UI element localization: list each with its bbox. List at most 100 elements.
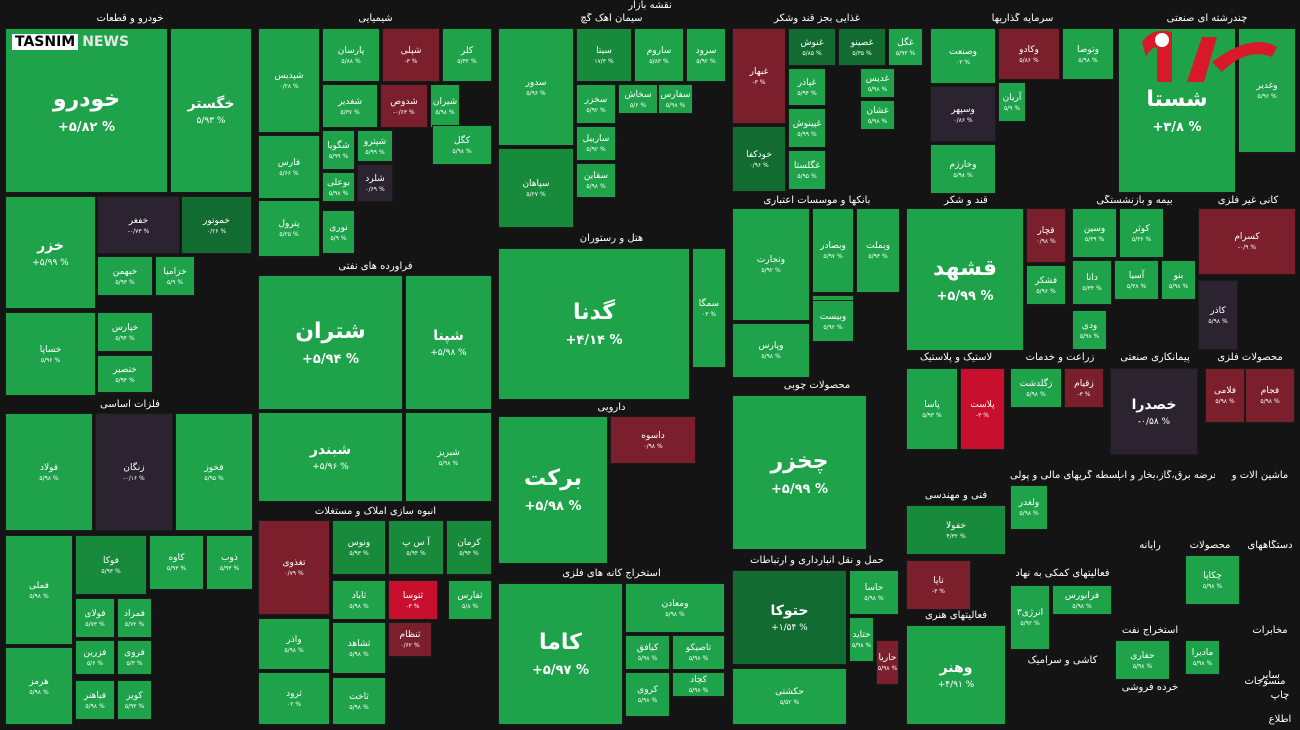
stock-tile[interactable]: بنو ۵/۹۸ % xyxy=(1161,260,1196,300)
stock-tile[interactable]: آریان ۵/۹ % xyxy=(998,82,1026,122)
stock-tile[interactable]: فرابورس ۵/۹۸ % xyxy=(1052,585,1112,615)
stock-tile[interactable]: شتران +۵/۹۴ % xyxy=(258,275,403,410)
stock-tile[interactable]: وتوصا ۵/۹۸ % xyxy=(1062,28,1114,80)
stock-tile[interactable]: ذوب ۵/۹۳ % xyxy=(206,535,253,590)
stock-tile[interactable]: خفولا ۴/۳۲ % xyxy=(906,505,1006,555)
stock-tile[interactable]: غپاذر ۵/۹۴ % xyxy=(788,68,826,106)
stock-tile[interactable]: فخوز ۵/۹۵ % xyxy=(175,413,253,531)
stock-tile[interactable]: کلر ۵/۳۲ % xyxy=(442,28,492,82)
stock-tile[interactable]: خگستر ۵/۹۳ % xyxy=(170,28,252,193)
stock-tile[interactable]: فوکا ۵/۹۳ % xyxy=(75,535,147,595)
stock-tile[interactable]: چخزر +۵/۹۹ % xyxy=(732,395,867,550)
stock-tile[interactable]: غدیس ۵/۹۸ % xyxy=(860,68,895,98)
stock-tile[interactable]: دانا ۵/۳۴ % xyxy=(1072,260,1112,305)
stock-tile[interactable]: فولاد ۵/۹۸ % xyxy=(5,413,93,531)
stock-tile[interactable]: غنوش ۵/۸۵ % xyxy=(788,28,836,66)
stock-tile[interactable]: حکشتی ۵/۵۲ % xyxy=(732,668,847,725)
stock-tile[interactable]: شپدیس ۰/۲۸ % xyxy=(258,28,320,133)
stock-tile[interactable]: شیران ۵/۹۸ % xyxy=(430,84,460,128)
stock-tile[interactable]: کچاد ۵/۹۸ % xyxy=(672,672,725,697)
stock-tile[interactable]: وبیست ۵/۹۲ % xyxy=(812,300,854,342)
stock-tile[interactable]: غبهار -۳ % xyxy=(732,28,786,124)
stock-tile[interactable]: خساپا ۵/۹۶ % xyxy=(5,312,96,396)
stock-tile[interactable]: غگل ۵/۹۳ % xyxy=(888,28,923,66)
stock-tile[interactable]: فروی ۵/۳ % xyxy=(117,640,152,675)
stock-tile[interactable]: شدوص -۰/۶۳ % xyxy=(380,84,428,128)
stock-tile[interactable]: خموتور ۰/۲۶ % xyxy=(181,196,252,254)
stock-tile[interactable]: شبندر +۵/۹۶ % xyxy=(258,412,403,502)
stock-tile[interactable]: داسوه ۰/۹۸ % xyxy=(610,416,696,464)
stock-tile[interactable]: کاذر ۵/۹۸ % xyxy=(1198,280,1238,350)
stock-tile[interactable]: حتاید ۵/۹۸ % xyxy=(849,617,874,662)
stock-tile[interactable]: هرمز ۵/۹۸ % xyxy=(5,647,73,725)
stock-tile[interactable]: قچار ۰/۹۸ % xyxy=(1026,208,1066,263)
stock-tile[interactable]: فزرین ۵/۶ % xyxy=(75,640,115,675)
stock-tile[interactable]: پارسان ۵/۸۸ % xyxy=(322,28,380,82)
stock-tile[interactable]: خودرو +۵/۸۲ % xyxy=(5,28,168,193)
stock-tile[interactable]: سرود ۵/۹۲ % xyxy=(686,28,726,82)
stock-tile[interactable]: ساربیل ۵/۹۲ % xyxy=(576,126,616,161)
stock-tile[interactable]: ثرود ۰۲ % xyxy=(258,672,330,725)
stock-tile[interactable]: تغذوی ۰/۷۹ % xyxy=(258,520,330,615)
stock-tile[interactable]: خزر +۵/۹۹ % xyxy=(5,196,96,309)
stock-tile[interactable]: وهنر +۴/۹۱ % xyxy=(906,625,1006,725)
stock-tile[interactable]: سمگا ۰۳ % xyxy=(692,248,726,368)
stock-tile[interactable]: وخارزم ۵/۹۸ % xyxy=(930,144,996,194)
stock-tile[interactable]: شغدیر ۵/۳۷ % xyxy=(322,84,378,128)
stock-tile[interactable]: کروی ۵/۹۸ % xyxy=(625,672,670,717)
stock-tile[interactable]: سخاش ۵/۶ % xyxy=(618,84,658,114)
stock-tile[interactable]: خودکفا ۰/۹۶ % xyxy=(732,126,786,192)
stock-tile[interactable]: تاصیکو ۵/۹۸ % xyxy=(672,635,725,670)
stock-tile[interactable]: خفغر -۰/۷۳ % xyxy=(97,196,180,254)
stock-tile[interactable]: پاسا ۵/۹۳ % xyxy=(906,368,958,450)
stock-tile[interactable]: برکت +۵/۹۸ % xyxy=(498,416,608,564)
stock-tile[interactable]: سیتا ۱۷/۳ % xyxy=(576,28,632,82)
stock-tile[interactable]: کوثر ۵/۳۶ % xyxy=(1119,208,1164,258)
stock-tile[interactable]: آسیا ۵/۳۸ % xyxy=(1114,260,1159,300)
stock-tile[interactable]: تاپا -۳ % xyxy=(906,560,971,610)
stock-tile[interactable]: خپارس ۵/۹۴ % xyxy=(97,312,153,352)
stock-tile[interactable]: فباهنر ۵/۹۸ % xyxy=(75,680,115,720)
stock-tile[interactable]: کویر ۵/۹۳ % xyxy=(117,680,152,720)
stock-tile[interactable]: ثشاهد ۵/۹۸ % xyxy=(332,622,386,674)
stock-tile[interactable]: واذر ۵/۹۸ % xyxy=(258,618,330,670)
stock-tile[interactable]: کسرام -۰/۹ % xyxy=(1198,208,1296,275)
stock-tile[interactable]: چکاپا ۵/۹۸ % xyxy=(1185,555,1240,605)
stock-tile[interactable]: نوری ۵/۹ % xyxy=(322,210,355,254)
stock-tile[interactable]: ثتوسا -۳ % xyxy=(388,580,438,620)
stock-tile[interactable]: خزامیا ۵/۹ % xyxy=(155,256,195,296)
stock-tile[interactable]: گدنا +۴/۱۴ % xyxy=(498,248,690,400)
stock-tile[interactable]: کگل ۵/۹۸ % xyxy=(432,125,492,165)
stock-tile[interactable]: ونوس ۵/۹۳ % xyxy=(332,520,386,575)
stock-tile[interactable]: وبملت ۵/۹۳ % xyxy=(856,208,900,293)
stock-tile[interactable]: سفارس ۵/۹۸ % xyxy=(658,84,693,114)
stock-tile[interactable]: ثنظام ۰/۶۲ % xyxy=(388,622,432,657)
stock-tile[interactable]: فارس ۵/۶۶ % xyxy=(258,135,320,199)
stock-tile[interactable]: وسین ۵/۳۹ % xyxy=(1072,208,1117,258)
stock-tile[interactable]: حتوکا +۱/۵۴ % xyxy=(732,570,847,665)
stock-tile[interactable]: سخزر ۵/۹۲ % xyxy=(576,84,616,124)
stock-tile[interactable]: زقیام -۳ % xyxy=(1064,368,1104,408)
stock-tile[interactable]: وکادو ۵/۸۶ % xyxy=(998,28,1060,80)
stock-tile[interactable]: زنگان -۰/۱۶ % xyxy=(95,413,173,531)
stock-tile[interactable]: وتجارت ۵/۹۲ % xyxy=(732,208,810,321)
stock-tile[interactable]: انرژی۳ ۵/۹۲ % xyxy=(1010,585,1050,650)
stock-tile[interactable]: وصنعت ۰۳ % xyxy=(930,28,996,84)
stock-tile[interactable]: غشان ۵/۹۸ % xyxy=(860,100,895,130)
stock-tile[interactable]: غگلستا ۵/۹۵ % xyxy=(788,150,826,190)
stock-tile[interactable]: شپنا +۵/۹۸ % xyxy=(405,275,492,410)
stock-tile[interactable]: فولای ۵/۷۳ % xyxy=(75,598,115,638)
stock-tile[interactable]: ثاخت ۵/۹۸ % xyxy=(332,677,386,725)
stock-tile[interactable]: زگلدشت ۵/۹۸ % xyxy=(1010,368,1062,408)
stock-tile[interactable]: وبصادر ۵/۹۷ % xyxy=(812,208,854,293)
stock-tile[interactable]: آ س پ ۵/۹۴ % xyxy=(388,520,444,575)
stock-tile[interactable]: سدور ۵/۹۶ % xyxy=(498,28,574,146)
stock-tile[interactable]: ساروم ۵/۸۳ % xyxy=(634,28,684,82)
stock-tile[interactable]: مادیرا ۵/۹۸ % xyxy=(1185,640,1220,675)
stock-tile[interactable]: شلرد ۰/۶۹ % xyxy=(357,164,393,202)
stock-tile[interactable]: فجام ۵/۹۸ % xyxy=(1245,368,1295,423)
stock-tile[interactable]: خبهمن ۵/۹۳ % xyxy=(97,256,153,296)
stock-tile[interactable]: فمراد ۵/۷۲ % xyxy=(117,598,152,638)
stock-tile[interactable]: سقاین ۵/۹۸ % xyxy=(576,163,616,198)
stock-tile[interactable]: حاسا ۵/۹۸ % xyxy=(849,570,899,615)
